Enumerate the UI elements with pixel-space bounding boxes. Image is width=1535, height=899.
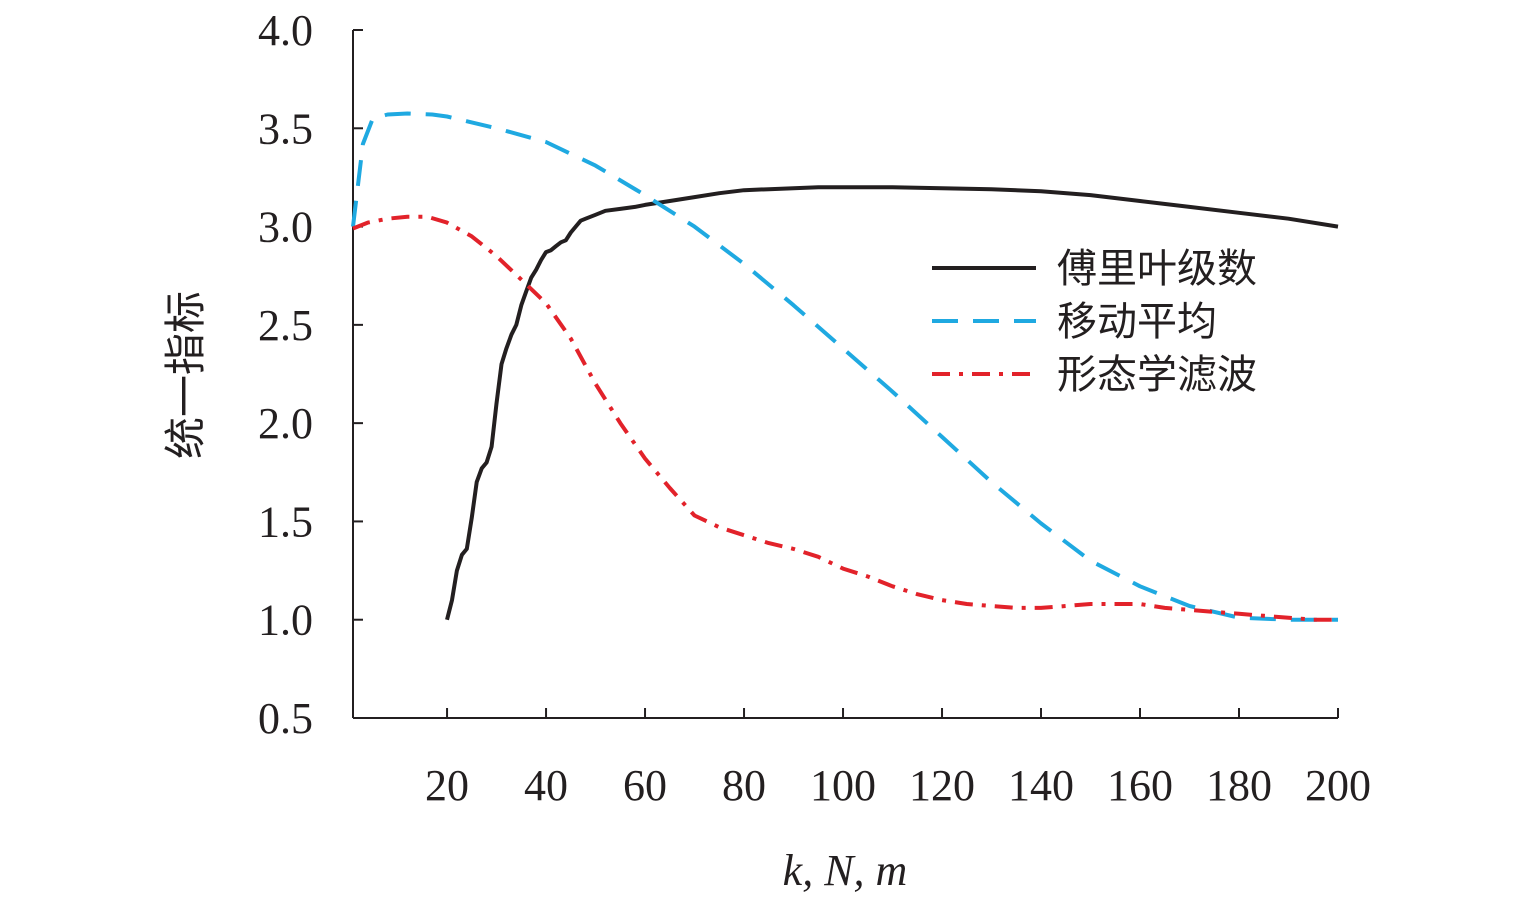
x-tick-label: 20 xyxy=(425,761,469,810)
y-axis-title: 统一指标 xyxy=(161,291,210,459)
y-tick-label: 0.5 xyxy=(258,694,313,743)
x-tick-label: 40 xyxy=(524,761,568,810)
x-tick-label: 100 xyxy=(810,761,876,810)
series-line-1 xyxy=(445,185,1339,621)
legend-label-2: 移动平均 xyxy=(1057,299,1217,345)
y-tick-label: 3.0 xyxy=(258,203,313,252)
y-tick-label: 1.5 xyxy=(258,497,313,546)
y-tick-label: 1.0 xyxy=(258,596,313,645)
y-tick-label: 4.0 xyxy=(258,6,313,55)
x-axis-title: k, N, m xyxy=(783,846,908,895)
x-ticks: 20 40 60 80 100 120 140 160 180 200 xyxy=(425,708,1371,810)
x-tick-label: 60 xyxy=(623,761,667,810)
legend-label-1: 傅里叶级数 xyxy=(1057,246,1257,292)
x-tick-label: 200 xyxy=(1305,761,1371,810)
x-tick-label: 140 xyxy=(1008,761,1074,810)
y-tick-label: 3.5 xyxy=(258,104,313,153)
x-tick-label: 160 xyxy=(1107,761,1173,810)
series-layer xyxy=(351,111,1339,622)
axes xyxy=(352,30,1338,719)
x-tick-label: 120 xyxy=(909,761,975,810)
series-line-3 xyxy=(352,214,1338,622)
y-tick-label: 2.5 xyxy=(258,301,313,350)
y-tick-label: 2.0 xyxy=(258,399,313,448)
x-tick-label: 80 xyxy=(722,761,766,810)
x-tick-label: 180 xyxy=(1206,761,1272,810)
series-line-2 xyxy=(351,111,1338,622)
y-ticks: 0.5 1.0 1.5 2.0 2.5 3.0 3.5 4.0 xyxy=(258,6,363,743)
legend-label-3: 形态学滤波 xyxy=(1057,352,1257,398)
